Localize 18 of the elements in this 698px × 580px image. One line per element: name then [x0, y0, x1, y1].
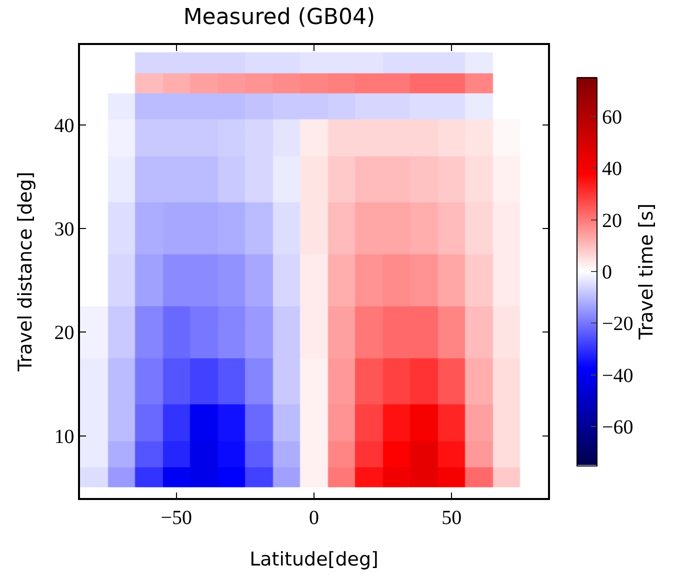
color-bar-label: −40: [602, 364, 634, 387]
chart-title: Measured (GB04): [183, 5, 376, 30]
x-tick-label: −50: [160, 506, 192, 529]
x-axis-title: Latitude[deg]: [250, 548, 378, 570]
y-tick-label: 30: [54, 218, 74, 240]
y-axis-title: Travel distance [deg]: [14, 172, 36, 372]
y-tick-label: 40: [54, 114, 74, 137]
color-bar-label: 20: [602, 210, 622, 232]
color-bar-label: 60: [602, 106, 622, 128]
y-tick-label: 10: [54, 426, 74, 448]
color-bar-label: −60: [602, 416, 634, 439]
color-bar-label: 0: [602, 262, 612, 284]
color-bar-label: 40: [602, 158, 622, 180]
x-tick-label: 0: [309, 506, 319, 529]
color-bar-label: −20: [602, 313, 634, 336]
y-tick-label: 20: [54, 322, 74, 344]
x-tick-label: 50: [442, 506, 462, 529]
color-bar-title: Travel time [s]: [635, 203, 658, 341]
